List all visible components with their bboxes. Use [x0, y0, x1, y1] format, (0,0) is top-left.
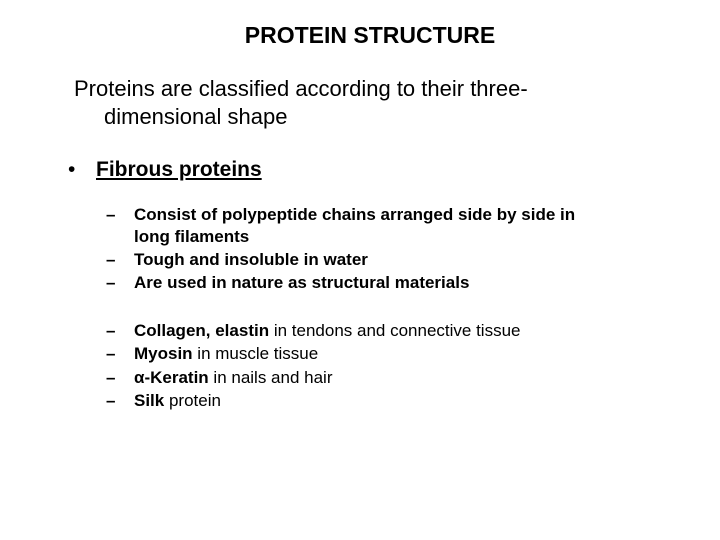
example-bold: Collagen, elastin — [134, 321, 269, 340]
property-item: Consist of polypeptide chains arranged s… — [102, 204, 680, 248]
example-rest: in tendons and connective tissue — [269, 321, 520, 340]
example-bold: α-Keratin — [134, 368, 209, 387]
property-text: Are used in nature as structural materia… — [134, 273, 469, 292]
property-item: Are used in nature as structural materia… — [102, 272, 680, 294]
example-rest: in nails and hair — [209, 368, 333, 387]
intro-line-1: Proteins are classified according to the… — [74, 76, 528, 101]
example-item: Myosin in muscle tissue — [102, 343, 680, 365]
property-text-cont: long filaments — [134, 227, 249, 246]
example-rest: protein — [164, 391, 221, 410]
property-text: Tough and insoluble in water — [134, 250, 368, 269]
subheading-text: Fibrous proteins — [96, 158, 262, 181]
subheading-item: Fibrous proteins — [62, 158, 680, 182]
property-text: Consist of polypeptide chains arranged s… — [134, 205, 575, 224]
slide: PROTEIN STRUCTURE Proteins are classifie… — [0, 0, 720, 540]
example-item: Collagen, elastin in tendons and connect… — [102, 320, 680, 342]
properties-list: Consist of polypeptide chains arranged s… — [102, 204, 680, 294]
bullet-list-level1: Fibrous proteins — [62, 158, 680, 182]
examples-list: Collagen, elastin in tendons and connect… — [102, 320, 680, 411]
slide-title: PROTEIN STRUCTURE — [160, 22, 580, 49]
example-bold: Silk — [134, 391, 164, 410]
example-item: Silk protein — [102, 390, 680, 412]
example-rest: in muscle tissue — [193, 344, 319, 363]
example-item: α-Keratin in nails and hair — [102, 367, 680, 389]
example-bold: Myosin — [134, 344, 193, 363]
property-item: Tough and insoluble in water — [102, 249, 680, 271]
intro-line-2: dimensional shape — [74, 103, 680, 131]
intro-text: Proteins are classified according to the… — [62, 75, 680, 130]
